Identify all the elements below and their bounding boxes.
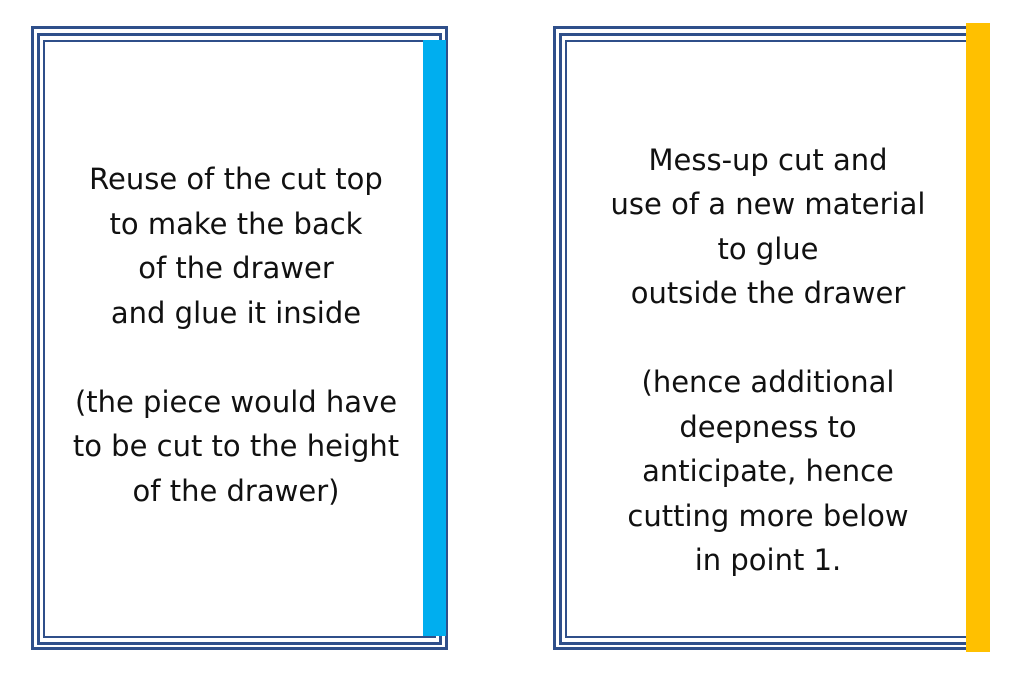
text-line: of the drawer [138, 251, 334, 285]
card-text: Mess-up cut and use of a new material to… [578, 118, 958, 602]
card-frame-outer [31, 26, 448, 650]
text-line: (the piece would have [74, 384, 398, 419]
text-line: of the drawer) [132, 473, 340, 508]
text-line: deepness to [679, 409, 857, 444]
text-line: outside the drawer [630, 276, 906, 310]
text-line: (hence additional [641, 365, 895, 399]
text-line: to glue [717, 231, 819, 266]
text-line: cutting more below [627, 498, 909, 533]
text-line: Mess-up cut and [648, 142, 888, 177]
text-line: Reuse of the cut top [89, 162, 383, 196]
card-mess-up-cut: Mess-up cut and use of a new material to… [520, 0, 1024, 680]
accent-bar-blue [423, 40, 446, 636]
text-line: anticipate, hence [642, 454, 894, 488]
text-line: to be cut to the height [72, 429, 400, 463]
text-line: in point 1. [694, 543, 842, 577]
accent-bar-yellow [966, 23, 990, 652]
card-text: Reuse of the cut top to make the back of… [50, 120, 422, 550]
card-reuse-cut-top: Reuse of the cut top to make the back of… [0, 0, 500, 680]
text-line: and glue it inside [110, 295, 362, 330]
text-line: to make the back [109, 206, 363, 241]
text-line: use of a new material [610, 187, 926, 221]
